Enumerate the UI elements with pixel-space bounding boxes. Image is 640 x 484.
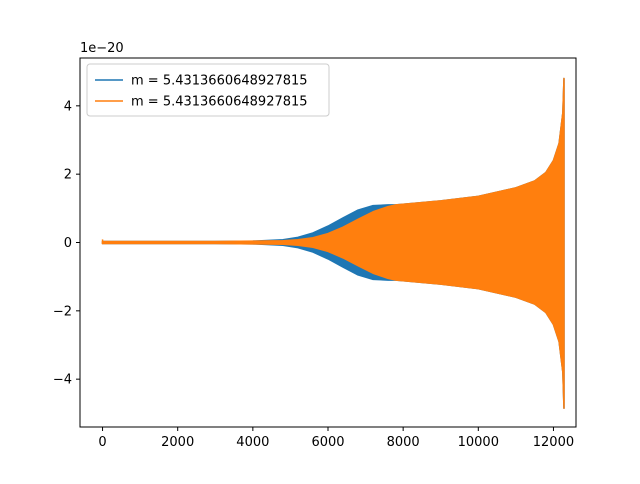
x-tick-label: 6000 — [311, 435, 344, 450]
y-tick-label: 0 — [64, 236, 72, 251]
y-tick-label: 4 — [64, 99, 72, 114]
x-axis: 0 2000 4000 6000 8000 10000 12000 — [98, 427, 574, 450]
x-tick-label: 4000 — [236, 435, 269, 450]
legend-label-2: m = 5.4313660648927815 — [131, 95, 308, 110]
y-tick-label: −2 — [53, 304, 72, 319]
series-2-waveform — [101, 77, 565, 409]
y-axis: −4 −2 0 2 4 — [53, 99, 80, 388]
x-tick-label: 10000 — [458, 435, 499, 450]
y-offset-label: 1e−20 — [80, 41, 124, 56]
x-tick-label: 0 — [98, 435, 106, 450]
x-tick-label: 8000 — [387, 435, 420, 450]
series-layer — [101, 77, 565, 409]
x-tick-label: 2000 — [161, 435, 194, 450]
legend: m = 5.4313660648927815 m = 5.431366064892… — [86, 63, 330, 117]
x-tick-label: 12000 — [533, 435, 574, 450]
legend-box — [86, 63, 330, 117]
y-tick-label: 2 — [64, 168, 72, 183]
y-tick-label: −4 — [53, 373, 72, 388]
legend-label-1: m = 5.4313660648927815 — [131, 74, 308, 89]
